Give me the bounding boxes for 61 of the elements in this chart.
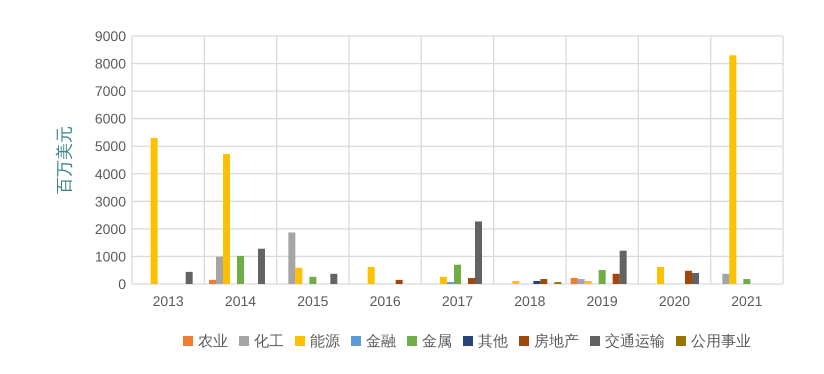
y-tick-label: 5000 [94,138,126,154]
x-tick-label: 2016 [370,293,401,309]
bar [396,280,403,284]
bar [150,138,158,284]
bar [540,279,548,284]
bar [512,280,520,284]
bar [729,55,736,284]
legend-label: 其他 [478,333,508,350]
legend-label: 农业 [198,333,228,350]
bar [258,248,265,284]
x-tick-label: 2021 [731,293,763,309]
legend-label: 交通运输 [605,333,665,350]
bar [584,280,592,284]
bar [685,270,692,284]
legend-label: 能源 [310,333,340,350]
bar [223,154,230,284]
bar [368,266,375,284]
bar [692,272,699,284]
bar [295,268,302,284]
legend-label: 房地产 [534,333,579,350]
bar [533,280,540,284]
x-tick-label: 2020 [658,293,690,309]
y-tick-label: 7000 [94,83,126,100]
y-tick-label: 8000 [94,56,126,72]
legend-label: 公用事业 [691,333,751,350]
y-tick-label: 9000 [94,28,126,44]
bar [722,274,730,284]
bar [743,279,750,284]
bar [309,276,316,284]
x-tick-label: 2014 [224,293,256,309]
y-tick-label: 1000 [94,248,126,264]
legend-label: 化工 [254,333,284,350]
x-tick-label: 2013 [152,293,184,309]
bar [598,270,606,284]
bar [612,274,620,284]
y-tick-label: 3000 [94,193,126,210]
bar [330,274,338,284]
legend-label: 金融 [366,333,396,350]
bar [657,266,664,284]
y-tick-label: 6000 [94,110,126,127]
bar [570,278,578,284]
bar [216,256,223,284]
x-tick-label: 2017 [442,293,474,309]
y-tick-label: 4000 [94,166,126,182]
bar [440,276,447,284]
bar [475,221,482,284]
bar [578,279,585,284]
bar [186,272,193,284]
bar [209,280,216,284]
x-tick-label: 2015 [297,293,329,309]
bar [468,278,475,284]
bar [454,264,461,284]
bar [237,256,244,284]
y-tick-label: 0 [118,276,126,292]
legend-label: 金属 [422,333,452,350]
y-axis-title: 百万美元 [55,126,74,194]
bar [288,232,296,284]
x-tick-label: 2019 [586,293,618,309]
bar [620,250,627,284]
x-tick-label: 2018 [514,293,546,309]
y-tick-label: 2000 [94,220,126,237]
